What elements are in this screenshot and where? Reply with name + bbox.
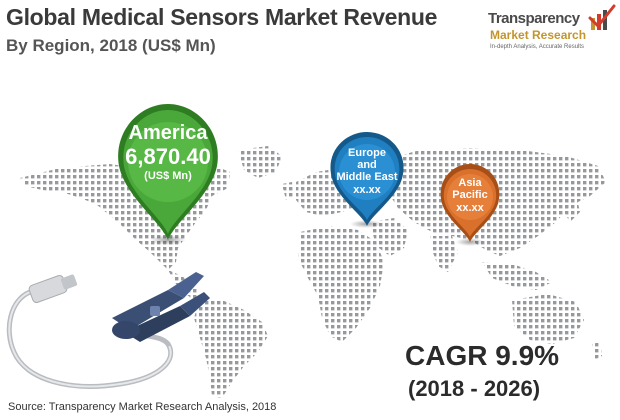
america-pin-unit: (US$ Mn) xyxy=(144,170,192,182)
europe-pin-label-line2: and xyxy=(357,159,377,171)
europe-middle-east-pin xyxy=(330,132,404,226)
map-southeast-asia xyxy=(482,262,552,290)
map-africa xyxy=(298,226,384,342)
europe-pin-label-line3: Middle East xyxy=(336,171,398,183)
map-greenland xyxy=(238,146,282,178)
asia-pin-label-line1: Asia xyxy=(458,177,482,189)
map-japan xyxy=(564,194,580,222)
source-note: Source: Transparency Market Research Ana… xyxy=(8,401,277,413)
map-australia xyxy=(512,294,584,344)
company-logo: Transparency Market Research In-depth An… xyxy=(488,4,616,66)
logo-wordmark-line1: Transparency xyxy=(488,10,580,27)
logo-wordmark-line2: Market Research xyxy=(490,28,587,42)
asia-pin-label-line2: Pacific xyxy=(452,189,488,201)
checkmark-bars-icon xyxy=(588,4,616,30)
map-uk xyxy=(282,182,294,200)
map-south-america xyxy=(194,298,268,398)
europe-pin-label-line1: Europe xyxy=(348,147,386,159)
map-india xyxy=(430,236,458,272)
europe-pin-value: xx.xx xyxy=(353,184,381,196)
america-pin-value: 6,870.40 xyxy=(125,144,211,169)
cagr-period: (2018 - 2026) xyxy=(408,376,541,401)
map-middle-east xyxy=(370,218,408,256)
asia-pacific-pin xyxy=(440,164,500,242)
page-subtitle: By Region, 2018 (US$ Mn) xyxy=(6,36,216,55)
asia-pin-value: xx.xx xyxy=(456,202,484,214)
page-title: Global Medical Sensors Market Revenue xyxy=(6,4,438,30)
logo-tagline: In-depth Analysis, Accurate Results xyxy=(490,44,585,50)
cagr-label: CAGR 9.9% xyxy=(405,340,560,371)
map-new-zealand xyxy=(592,342,602,360)
america-pin xyxy=(118,104,218,240)
america-pin-label: America xyxy=(128,122,208,144)
